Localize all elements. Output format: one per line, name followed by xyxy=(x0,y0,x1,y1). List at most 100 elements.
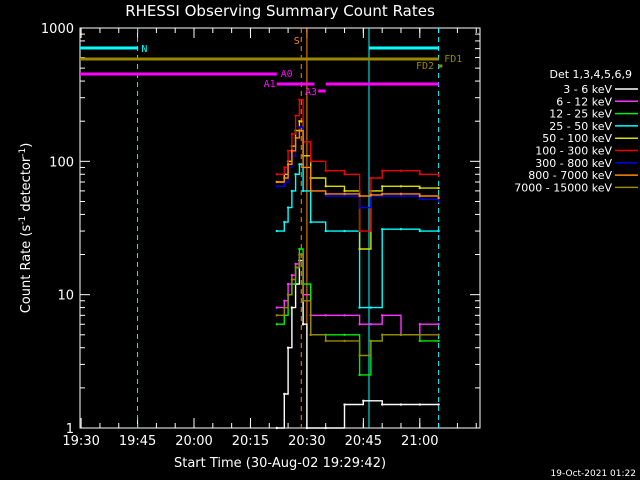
data-point xyxy=(324,194,327,198)
data-point xyxy=(301,166,305,169)
data-point xyxy=(343,192,346,196)
data-point xyxy=(301,323,305,326)
y-tick-label: 10 xyxy=(57,289,74,304)
x-tick-label: 21:00 xyxy=(401,434,438,449)
data-point xyxy=(418,323,421,326)
y-tick-label: 1000 xyxy=(41,22,74,37)
data-point xyxy=(399,227,403,231)
data-point xyxy=(275,426,279,430)
y-axis-label-sup: -1 xyxy=(18,216,28,225)
data-point xyxy=(418,403,421,406)
data-point xyxy=(437,333,440,337)
data-point xyxy=(290,306,294,309)
data-point xyxy=(286,206,290,209)
data-point xyxy=(358,306,361,309)
data-point xyxy=(399,403,403,406)
x-tick-label: 19:30 xyxy=(62,434,99,449)
data-point xyxy=(358,247,361,251)
data-point xyxy=(437,323,440,326)
data-point xyxy=(324,229,327,233)
data-point xyxy=(343,314,346,317)
data-point xyxy=(362,399,365,402)
data-point xyxy=(358,206,361,209)
legend-title: Det 1,3,4,5,6,9 xyxy=(549,68,632,81)
flag-label-n: N xyxy=(141,44,147,55)
data-point xyxy=(298,129,301,132)
data-point xyxy=(437,339,440,343)
flag-label-a0: A0 xyxy=(281,69,293,80)
data-point xyxy=(294,136,297,140)
data-point xyxy=(309,160,312,163)
data-point xyxy=(380,227,384,231)
flag-label-fd2: FD2 xyxy=(416,61,434,72)
data-point xyxy=(294,173,297,176)
data-point xyxy=(301,189,305,193)
data-point xyxy=(324,314,327,317)
data-point xyxy=(358,354,361,357)
data-point xyxy=(309,220,312,224)
flag-label-a3: A3 xyxy=(305,87,317,98)
data-point xyxy=(324,185,327,188)
data-point xyxy=(298,119,301,123)
data-point xyxy=(324,192,327,196)
y-axis-label-end: ) xyxy=(19,143,34,148)
data-point xyxy=(418,194,421,198)
data-point xyxy=(369,323,373,326)
legend-entry: 12 - 25 keV xyxy=(549,108,612,121)
legend-entry: 100 - 300 keV xyxy=(535,145,612,158)
data-point xyxy=(399,333,403,337)
data-point xyxy=(399,194,403,198)
series-line xyxy=(276,253,439,357)
data-point xyxy=(399,169,403,172)
data-point xyxy=(283,166,286,169)
y-tick-label: 1 xyxy=(66,422,74,437)
data-point xyxy=(275,306,279,309)
data-point xyxy=(298,247,301,251)
chart-title: RHESSI Observing Summary Count Rates xyxy=(125,2,435,20)
data-point xyxy=(298,126,301,129)
data-point xyxy=(290,149,294,152)
y-axis-label: Count Rate (s-1 detector-1) xyxy=(18,143,34,314)
data-point xyxy=(283,392,286,396)
x-tick-label: 20:00 xyxy=(175,434,212,449)
data-point xyxy=(275,185,279,188)
legend-entry: 25 - 50 keV xyxy=(549,120,612,133)
data-point xyxy=(301,299,305,302)
legend-entry: 50 - 100 keV xyxy=(542,132,612,145)
data-point xyxy=(275,323,279,326)
data-point xyxy=(290,273,294,277)
data-point xyxy=(343,229,346,233)
data-point xyxy=(437,229,440,233)
legend-entry: 300 - 800 keV xyxy=(535,157,612,170)
legend-entry: 3 - 6 keV xyxy=(563,83,612,96)
data-point xyxy=(369,176,373,180)
legend-entry: 800 - 7000 keV xyxy=(528,169,612,182)
data-point xyxy=(290,189,294,193)
data-point xyxy=(283,220,286,224)
data-point xyxy=(418,173,421,176)
y-tick-label: 100 xyxy=(49,155,74,170)
data-point xyxy=(380,185,384,188)
data-point xyxy=(418,197,421,201)
y-axis-label-mid: detector xyxy=(19,156,34,216)
data-point xyxy=(275,229,279,233)
data-point xyxy=(369,306,373,309)
data-point xyxy=(380,192,384,196)
data-point xyxy=(275,180,279,184)
y-axis-label-sup2: -1 xyxy=(18,148,28,157)
data-point xyxy=(343,333,346,337)
x-tick-label: 20:45 xyxy=(345,434,382,449)
data-point xyxy=(418,333,421,337)
data-point xyxy=(369,339,373,343)
data-point xyxy=(290,132,294,136)
x-axis-label: Start Time (30-Aug-02 19:29:42) xyxy=(174,456,386,471)
data-point xyxy=(298,253,301,256)
data-point xyxy=(294,266,297,269)
timestamp: 19-Oct-2021 01:22 xyxy=(551,469,636,479)
plot-frame xyxy=(79,27,481,429)
data-point xyxy=(418,229,421,233)
data-point xyxy=(380,169,384,172)
data-point xyxy=(286,163,290,166)
